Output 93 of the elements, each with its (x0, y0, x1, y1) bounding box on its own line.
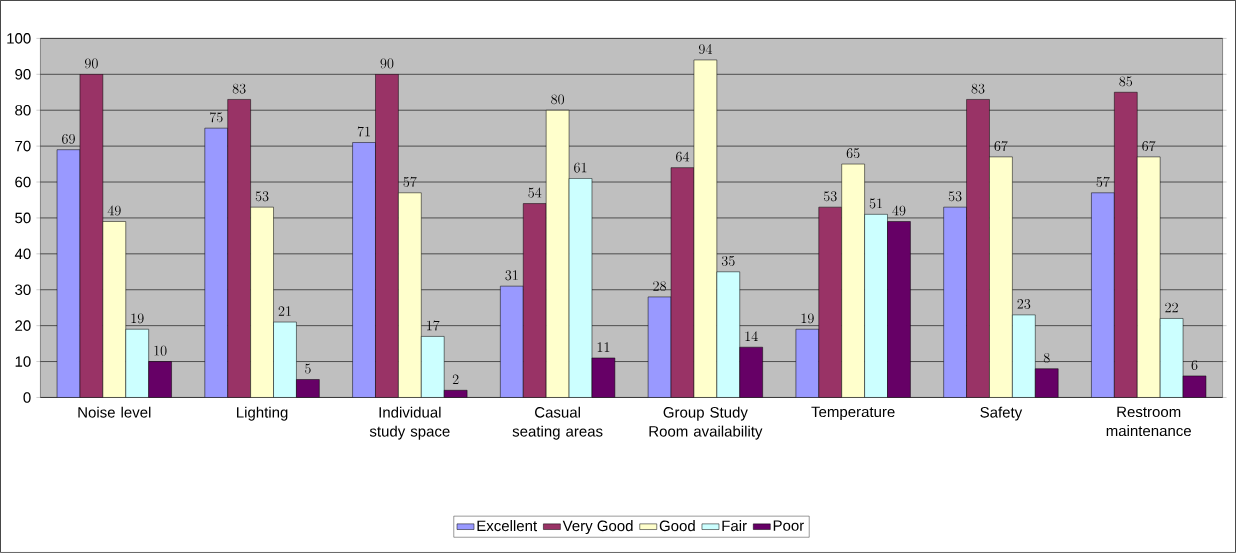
y-tick-label: 100 (7, 33, 31, 44)
data-label: 10 (154, 345, 167, 356)
bar (841, 163, 865, 398)
data-label: 65 (846, 148, 860, 159)
x-tick-label: Lighting (237, 406, 288, 421)
data-label: 2 (452, 374, 459, 385)
bar (795, 329, 820, 398)
bar (500, 285, 524, 398)
data-label: 53 (823, 191, 837, 202)
bar (148, 361, 172, 398)
bar (421, 336, 445, 398)
data-label: 17 (427, 320, 440, 331)
data-label: 51 (869, 198, 882, 209)
bar (1159, 318, 1184, 398)
data-label: 19 (801, 313, 814, 324)
y-tick-label: 10 (15, 356, 31, 367)
data-label: 61 (574, 162, 587, 173)
x-tick-label: Restroom maintenance (1106, 406, 1191, 437)
bar (943, 206, 967, 398)
legend-label: Very Good (562, 520, 633, 535)
y-tick-label: 40 (14, 248, 31, 260)
x-tick-label: Noise level (78, 406, 151, 418)
bar (864, 214, 888, 398)
data-label: 90 (84, 58, 98, 69)
y-tick-label: 50 (15, 212, 31, 224)
data-label: 6 (1191, 360, 1198, 371)
y-tick-label: 90 (15, 69, 31, 80)
bar (716, 271, 740, 398)
bar (545, 110, 570, 398)
data-label: 14 (745, 331, 758, 341)
legend-label: Fair (722, 520, 747, 532)
legend-label: Poor (773, 520, 804, 531)
x-tick-label: Group Study Room availability (649, 406, 763, 440)
data-label: 94 (698, 44, 712, 55)
bar (204, 127, 228, 398)
legend-label: Good (659, 520, 695, 532)
data-label: 67 (1142, 140, 1156, 151)
data-label: 28 (653, 281, 666, 292)
data-label: 54 (528, 187, 542, 198)
bar (273, 321, 297, 398)
data-label: 53 (948, 191, 962, 202)
data-label: 22 (1165, 302, 1178, 313)
y-tick-label: 20 (15, 320, 31, 332)
bar (693, 59, 718, 398)
data-label: 75 (210, 112, 223, 123)
bar (739, 347, 763, 398)
bar (352, 142, 376, 398)
data-label: 19 (131, 313, 144, 324)
data-label: 31 (505, 270, 518, 281)
y-tick-label: 30 (15, 284, 31, 296)
y-tick-label: 0 (23, 392, 31, 403)
data-label: 71 (357, 126, 370, 137)
data-label: 35 (721, 256, 735, 266)
bar (56, 149, 81, 398)
data-label: 23 (1017, 299, 1031, 309)
bar (989, 156, 1013, 398)
bar (647, 296, 672, 398)
data-label: 90 (380, 58, 394, 69)
data-label: 64 (676, 151, 690, 162)
bar (296, 379, 320, 398)
data-label: 83 (971, 83, 985, 94)
y-tick-label: 60 (15, 176, 31, 188)
bar (250, 206, 274, 398)
bar (568, 178, 593, 398)
bar (1091, 192, 1115, 398)
data-label: 53 (255, 191, 269, 202)
data-label: 11 (597, 342, 610, 352)
data-label: 57 (403, 176, 417, 187)
bar (887, 221, 911, 398)
x-tick-label: Temperature (811, 406, 895, 421)
data-label: 69 (62, 133, 75, 144)
bar (1035, 368, 1059, 398)
x-tick-label: Safety (980, 406, 1023, 421)
data-label: 49 (107, 205, 121, 216)
bar (1012, 314, 1036, 398)
data-label: 85 (1119, 76, 1133, 87)
data-label: 67 (994, 140, 1008, 151)
data-label: 5 (305, 363, 311, 374)
bar (398, 192, 422, 398)
y-tick-label: 70 (15, 140, 31, 152)
bar (125, 329, 149, 398)
bar (102, 221, 126, 398)
data-label: 49 (892, 205, 906, 216)
x-tick-label: Individual study space (369, 406, 450, 440)
data-label: 57 (1096, 176, 1110, 187)
data-label: 83 (232, 83, 246, 94)
data-label: 80 (551, 94, 565, 105)
bar (1136, 156, 1161, 398)
y-tick-label: 80 (15, 104, 31, 116)
data-label: 21 (278, 306, 291, 316)
data-label: 8 (1043, 353, 1050, 363)
x-tick-label: Casual seating areas (512, 406, 603, 440)
legend-label: Excellent (477, 520, 538, 532)
